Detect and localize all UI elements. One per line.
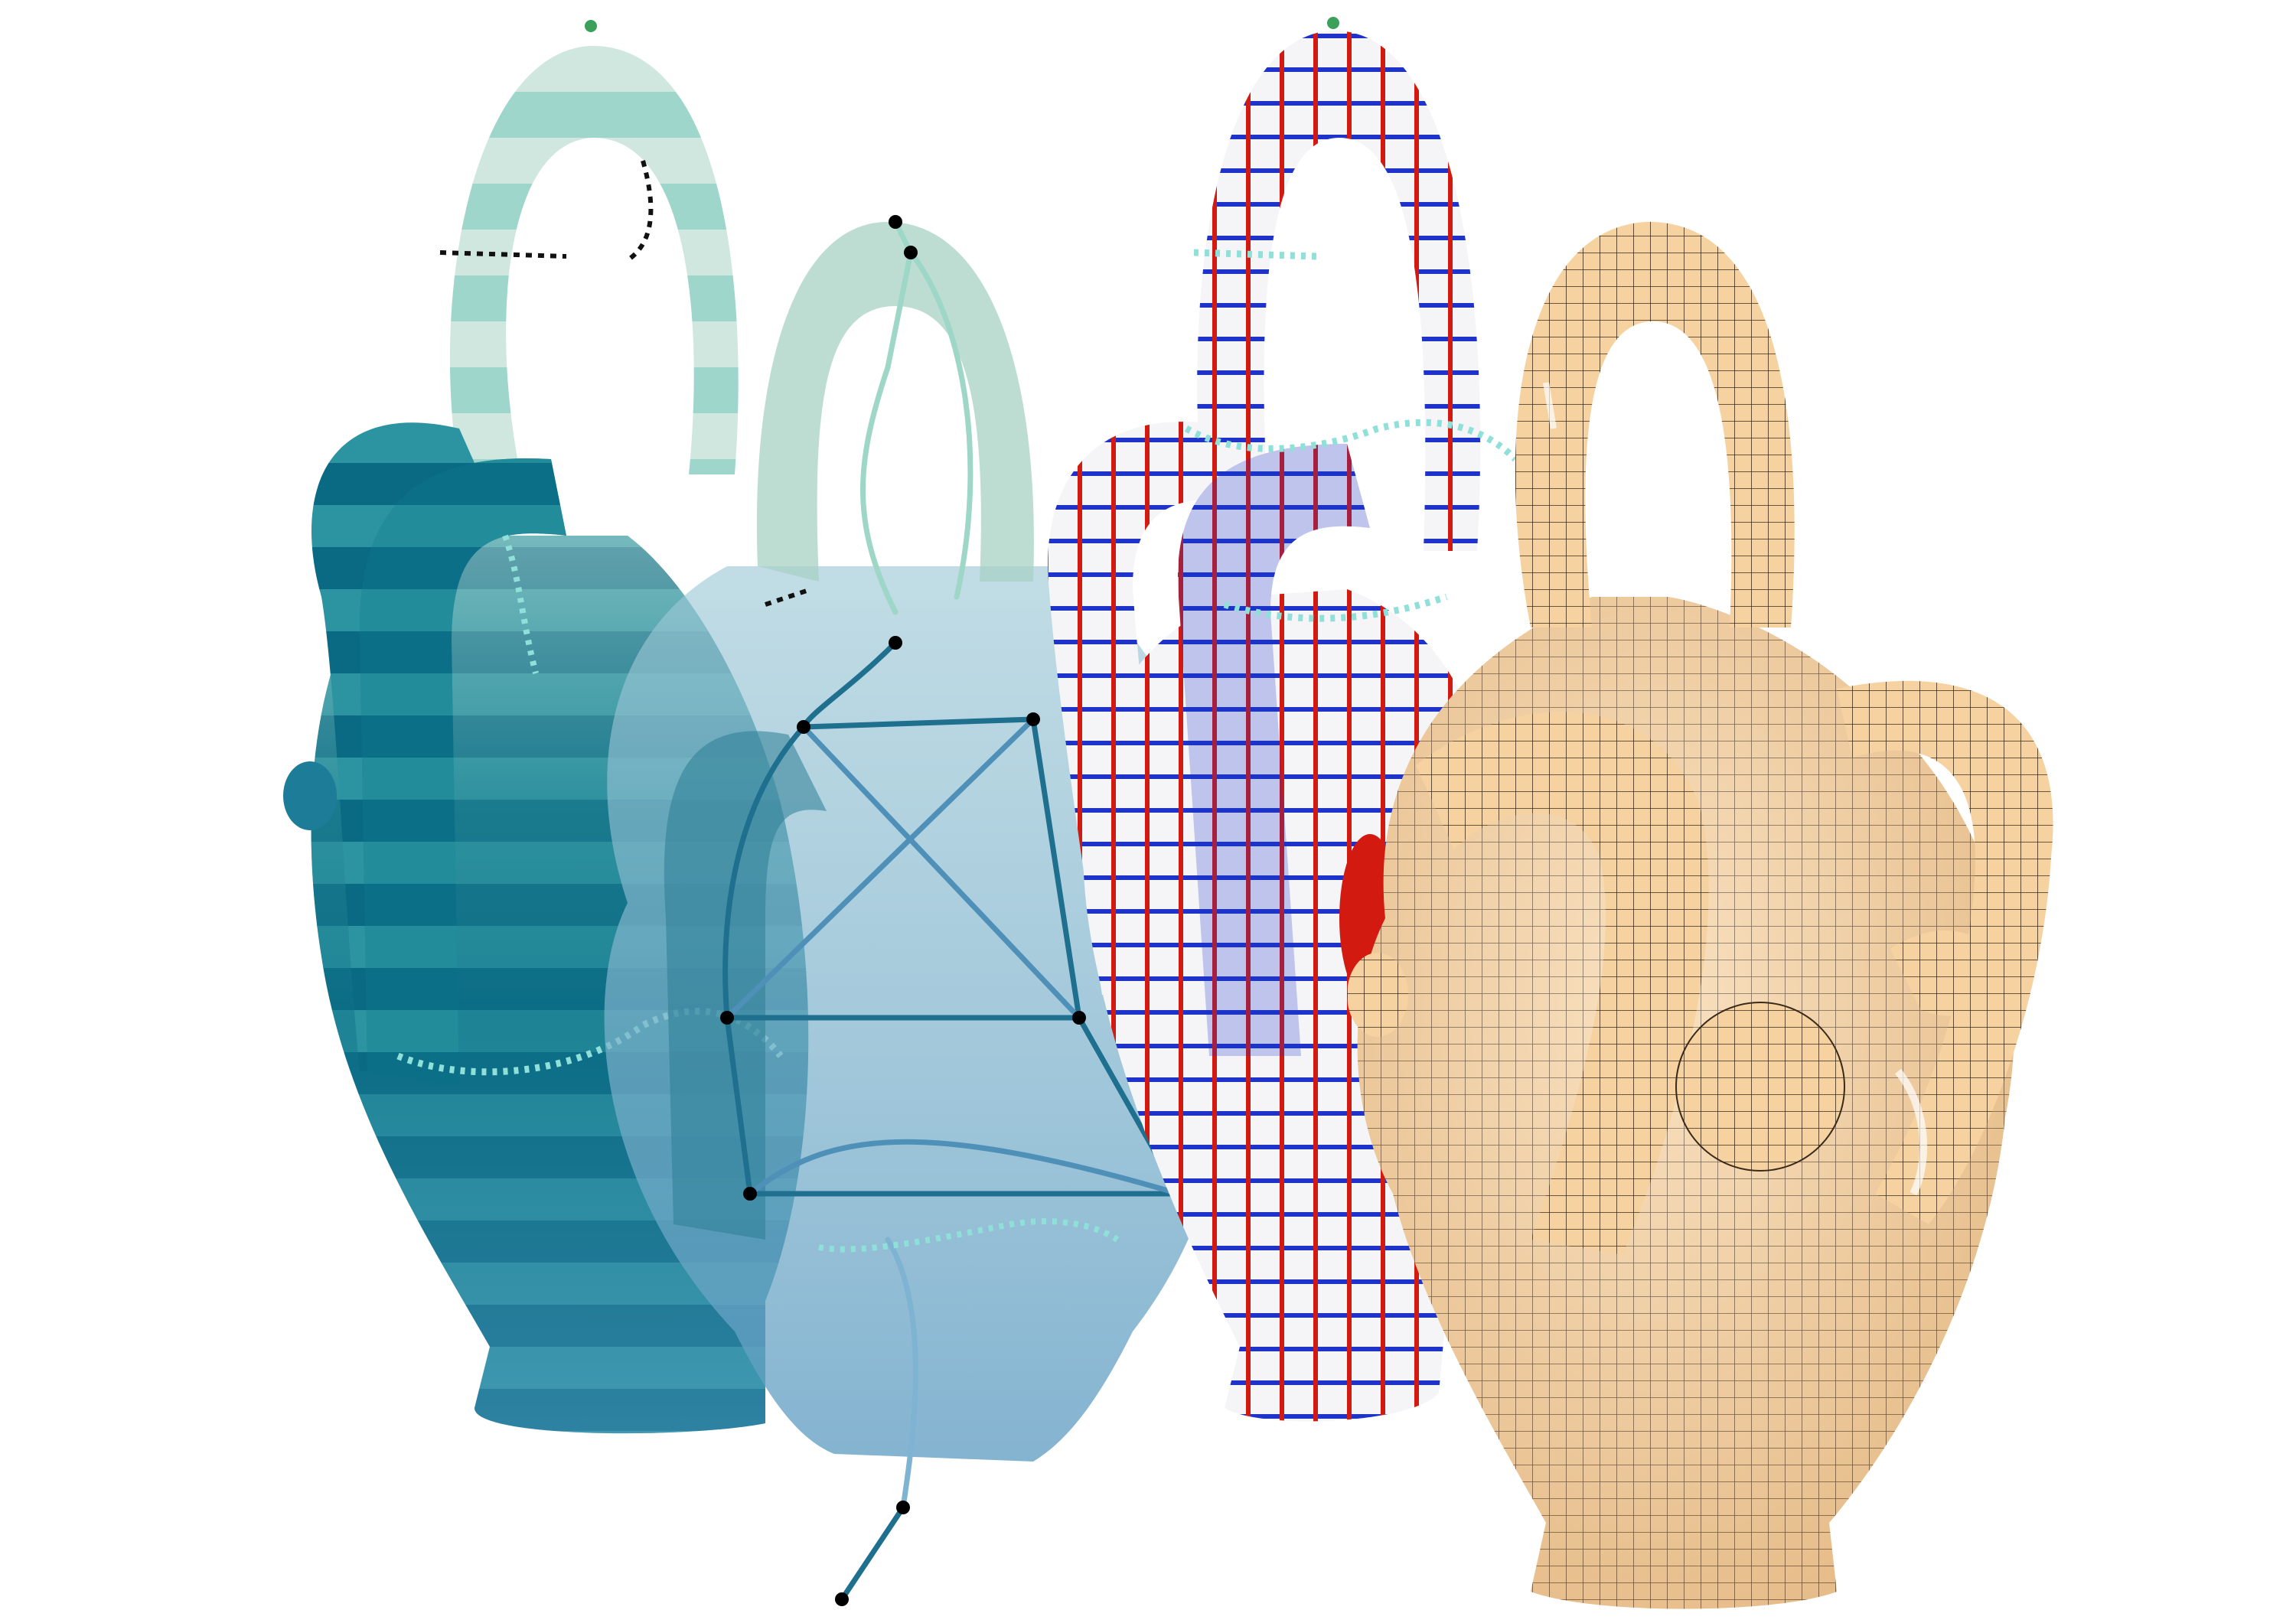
segmentation-knob — [283, 761, 337, 830]
crossfield-left-handle — [1048, 422, 1255, 995]
crossfield-top-loop — [1197, 30, 1481, 552]
quadmesh-boss — [1676, 1002, 1844, 1171]
skeleton-side-handle — [664, 731, 827, 1240]
segmentation-top-loop — [449, 45, 739, 474]
segmentation-seam — [439, 250, 567, 259]
crossfield-front-handle — [1178, 444, 1370, 1056]
skeleton-top-loop — [756, 222, 1034, 582]
quadmesh-vase — [1347, 221, 2053, 1609]
quadmesh-front-handle — [1416, 712, 1709, 1255]
crossfield-vase — [1048, 17, 1518, 1422]
skeleton-curves — [722, 219, 1182, 1602]
quadmesh-knob — [1347, 953, 1408, 1037]
quadmesh-top-loop — [1515, 221, 1795, 627]
quadmesh-right-handle — [1837, 680, 2053, 1224]
quadmesh-spout — [1890, 930, 1998, 1016]
